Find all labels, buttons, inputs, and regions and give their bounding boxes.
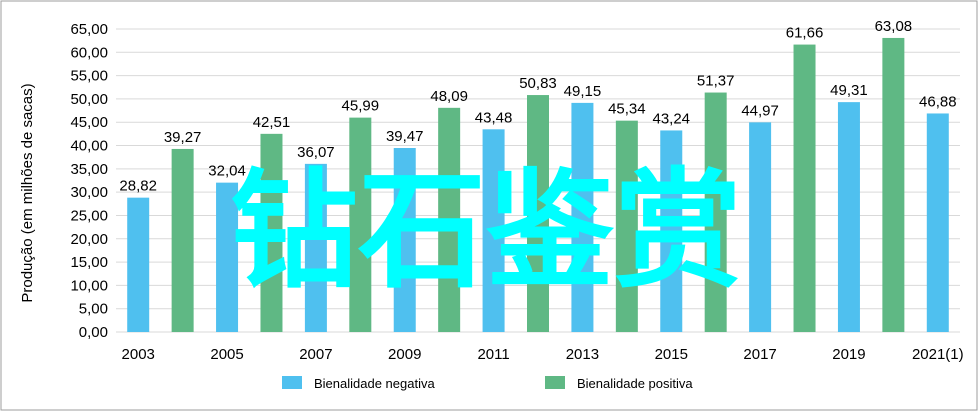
x-tick-label: 2019 bbox=[832, 346, 865, 363]
x-tick-label: 2007 bbox=[299, 346, 332, 363]
bar-2021(1) bbox=[926, 113, 949, 333]
y-tick-label: 15,00 bbox=[70, 254, 108, 271]
x-tick-label: 2003 bbox=[122, 346, 155, 363]
data-label-2010: 48,09 bbox=[430, 88, 468, 105]
data-label-2005: 32,04 bbox=[208, 163, 246, 180]
bar-2003 bbox=[127, 197, 150, 332]
data-label-2006: 42,51 bbox=[253, 114, 291, 131]
data-labels: 28,82 39,27 32,04 42,51 36,07 45,99 39,47 48,09… bbox=[119, 18, 956, 195]
y-tick-label: 55,00 bbox=[70, 68, 108, 85]
bar-2016 bbox=[704, 92, 727, 332]
y-tick-label: 30,00 bbox=[70, 184, 108, 201]
legend-swatch-negativa bbox=[282, 376, 302, 389]
data-label-2004: 39,27 bbox=[164, 129, 202, 146]
data-label-2017: 44,97 bbox=[741, 102, 779, 119]
data-label-2020: 63,08 bbox=[875, 18, 913, 35]
legend-label-negativa: Bienalidade negativa bbox=[314, 376, 435, 391]
data-label-2007: 36,07 bbox=[297, 144, 335, 161]
y-tick-label: 20,00 bbox=[70, 231, 108, 248]
y-tick-label: 35,00 bbox=[70, 161, 108, 178]
bar-2019 bbox=[837, 102, 860, 332]
x-tick-label: 2005 bbox=[210, 346, 243, 363]
data-label-2014: 45,34 bbox=[608, 101, 646, 118]
y-tick-label: 50,00 bbox=[70, 91, 108, 108]
data-label-2015: 43,24 bbox=[652, 110, 690, 127]
data-label-2018: 61,66 bbox=[786, 25, 824, 42]
y-tick-label: 65,00 bbox=[70, 21, 108, 38]
legend: Bienalidade negativa Bienalidade positiv… bbox=[282, 376, 693, 391]
bar-2011 bbox=[482, 129, 505, 332]
data-label-2021(1): 46,88 bbox=[919, 93, 957, 110]
data-label-2011: 43,48 bbox=[475, 109, 513, 126]
data-label-2009: 39,47 bbox=[386, 128, 424, 145]
bar-2007 bbox=[304, 163, 327, 332]
y-tick-label: 5,00 bbox=[79, 301, 108, 318]
y-tick-label: 25,00 bbox=[70, 207, 108, 224]
bar-2012 bbox=[527, 95, 549, 332]
y-tick-label: 0,00 bbox=[79, 324, 108, 341]
data-label-2019: 49,31 bbox=[830, 82, 868, 99]
bar-2015 bbox=[660, 130, 683, 332]
y-tick-label: 60,00 bbox=[70, 44, 108, 61]
bar-2014 bbox=[615, 120, 638, 332]
bars bbox=[127, 37, 949, 333]
data-label-2016: 51,37 bbox=[697, 73, 735, 90]
bar-2008 bbox=[349, 117, 372, 332]
bar-2010 bbox=[438, 107, 461, 332]
bar-2017 bbox=[749, 122, 772, 333]
legend-swatch-positiva bbox=[545, 376, 565, 389]
data-label-2012: 50,83 bbox=[519, 75, 557, 92]
overlay-watermark-text: 钻石鉴赏 bbox=[230, 157, 742, 306]
data-label-2003: 28,82 bbox=[119, 178, 157, 195]
y-axis-label: Produção (em milhões de sacas) bbox=[19, 83, 36, 302]
legend-label-positiva: Bienalidade positiva bbox=[577, 376, 693, 391]
bar-2020 bbox=[882, 37, 905, 332]
bar-2004 bbox=[171, 148, 194, 332]
y-tick-label: 40,00 bbox=[70, 138, 108, 155]
bar-2013 bbox=[571, 102, 594, 333]
x-tick-label: 2013 bbox=[566, 346, 599, 363]
x-axis-ticks: 2003 2005 2007 2009 2011 2013 2015 2017 2019 2021… bbox=[122, 346, 964, 363]
data-label-2008: 45,99 bbox=[342, 98, 380, 115]
y-axis-ticks: 0,00 5,00 10,00 15,00 20,00 25,00 30,00 35,00 40… bbox=[70, 21, 108, 341]
bar-2009 bbox=[393, 148, 416, 332]
bar-2018 bbox=[793, 44, 816, 332]
data-label-2013: 49,15 bbox=[564, 83, 602, 100]
x-tick-label: 2011 bbox=[477, 346, 509, 363]
y-tick-label: 45,00 bbox=[70, 114, 108, 131]
x-tick-label: 2017 bbox=[743, 346, 776, 363]
x-tick-label: 2021(1) bbox=[912, 346, 964, 363]
x-tick-label: 2015 bbox=[655, 346, 688, 363]
bar-2006 bbox=[260, 133, 283, 332]
x-tick-label: 2009 bbox=[388, 346, 421, 363]
bar-2005 bbox=[216, 182, 239, 332]
y-tick-label: 10,00 bbox=[70, 277, 108, 294]
